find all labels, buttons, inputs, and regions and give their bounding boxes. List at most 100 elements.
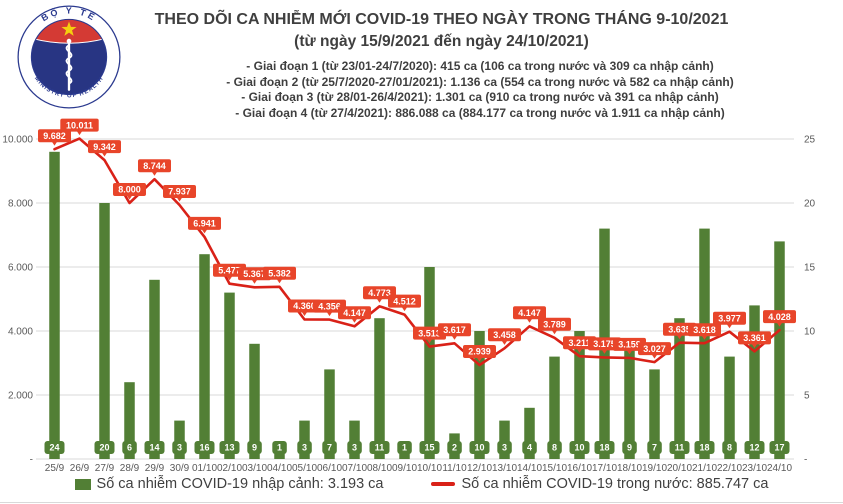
bar-value-label: 9 — [622, 441, 637, 454]
bar — [324, 369, 335, 459]
bar-value-label: 11 — [669, 441, 690, 454]
bar — [524, 407, 535, 459]
x-axis-tick: 22/10 — [717, 463, 742, 474]
bar-value-label: 8 — [722, 441, 737, 454]
bar — [49, 151, 60, 460]
svg-text:2: 2 — [452, 443, 457, 453]
bar-value-label: 12 — [744, 441, 765, 454]
bar-value-label: 3 — [497, 441, 512, 454]
legend-bar-label: Số ca nhiễm COVID-19 nhập cảnh: 3.193 ca — [96, 476, 384, 492]
bar — [349, 420, 360, 459]
phase-4-line: - Giai đoạn 4 (từ 27/4/2021): 886.088 ca… — [235, 105, 725, 120]
x-axis-tick: 19/10 — [642, 463, 667, 474]
line-value-label: 5.367 — [238, 267, 271, 284]
y-axis-right-tick: 25 — [804, 135, 816, 146]
x-axis-tick: 21/10 — [692, 463, 717, 474]
axis-ticks: 10.000 25 8.000 20 6.000 15 4.000 10 2.000 5 - - — [2, 135, 815, 466]
line-value-label: 9.342 — [88, 140, 121, 157]
svg-text:6.941: 6.941 — [193, 219, 216, 229]
legend-line-swatch — [431, 482, 456, 486]
x-axis-tick: 07/10 — [342, 463, 367, 474]
x-axis-tick: 25/9 — [45, 463, 65, 474]
svg-text:3.618: 3.618 — [693, 325, 716, 335]
bar-value-label: 2 — [447, 441, 462, 454]
x-axis-tick: 03/10 — [242, 463, 267, 474]
svg-text:3.159: 3.159 — [618, 340, 641, 350]
svg-text:7: 7 — [327, 443, 332, 453]
svg-text:15: 15 — [424, 443, 434, 453]
bar-value-label: 13 — [219, 441, 240, 454]
bar — [374, 318, 385, 459]
line-value-label: 4.773 — [363, 286, 396, 303]
bar-value-label: 1 — [397, 441, 412, 454]
line-value-label: 3.618 — [688, 323, 721, 340]
bar — [124, 382, 135, 459]
line-value-label: 3.361 — [738, 331, 771, 348]
svg-text:4.360: 4.360 — [293, 301, 316, 311]
svg-text:3.617: 3.617 — [443, 325, 466, 335]
bar — [499, 420, 510, 459]
x-axis-tick: 16/10 — [567, 463, 592, 474]
bar-value-label: 1 — [272, 441, 287, 454]
svg-text:4.512: 4.512 — [393, 296, 416, 306]
svg-text:1: 1 — [402, 443, 407, 453]
svg-text:7.937: 7.937 — [168, 187, 191, 197]
svg-text:3.211: 3.211 — [568, 338, 590, 348]
y-axis-left-tick: 10.000 — [2, 135, 33, 146]
svg-text:9.682: 9.682 — [43, 131, 66, 141]
legend-item-imported: Số ca nhiễm COVID-19 nhập cảnh: 3.193 ca — [74, 476, 384, 492]
x-axis-tick: 23/10 — [742, 463, 767, 474]
phase-summary-block: - Giai đoạn 1 (từ 23/01-24/7/2020): 415 … — [100, 59, 843, 121]
x-axis-tick: 26/9 — [70, 463, 90, 474]
y-axis-right-tick: 5 — [804, 391, 810, 402]
bar-value-label: 18 — [594, 441, 615, 454]
svg-text:18: 18 — [599, 443, 609, 453]
line-value-label: 3.211 — [563, 336, 596, 353]
line-value-label: 3.458 — [488, 328, 521, 345]
line-value-label: 5.382 — [263, 266, 296, 284]
svg-text:3: 3 — [177, 443, 182, 453]
line-value-label: 6.941 — [188, 216, 221, 234]
svg-text:8: 8 — [727, 443, 732, 453]
bar-value-label: 17 — [769, 441, 790, 454]
y-axis-left-tick: 8.000 — [8, 199, 33, 210]
bar-value-label: 10 — [469, 441, 490, 454]
line-value-label: 3.175 — [588, 337, 621, 354]
svg-text:3: 3 — [352, 443, 357, 453]
x-axis-tick: 02/10 — [217, 463, 242, 474]
svg-text:3.977: 3.977 — [718, 313, 741, 323]
line-value-label: 3.513 — [413, 326, 446, 344]
chart-legend: Số ca nhiễm COVID-19 nhập cảnh: 3.193 ca… — [0, 476, 843, 492]
x-axis-labels: 25/9 26/9 27/9 28/9 29/9 30/9 01/10 02/10 03/10 0… — [45, 463, 793, 474]
y-axis-left-tick: - — [30, 455, 33, 466]
bar — [774, 241, 785, 459]
y-axis-left-tick: 6.000 — [8, 263, 33, 274]
y-axis-right-tick: 15 — [804, 263, 816, 274]
x-axis-tick: 08/10 — [367, 463, 392, 474]
bar — [99, 203, 110, 459]
page-subtitle: (từ ngày 15/9/2021 đến ngày 24/10/2021) — [294, 33, 589, 50]
bar — [649, 369, 660, 459]
svg-text:4: 4 — [527, 443, 532, 453]
line-value-label: 2.939 — [463, 345, 496, 362]
y-axis-left-tick: 4.000 — [8, 327, 33, 338]
x-axis-tick: 14/10 — [517, 463, 542, 474]
bar-value-label: 8 — [547, 441, 562, 454]
line-value-label: 3.617 — [438, 323, 471, 340]
svg-text:3.789: 3.789 — [543, 320, 566, 330]
svg-text:5.367: 5.367 — [243, 269, 266, 279]
bar — [224, 292, 235, 459]
line-value-label: 4.147 — [338, 306, 371, 323]
logo-staff-snake-icon — [65, 38, 73, 91]
line-value-label: 4.360 — [288, 299, 321, 316]
legend-bar-swatch — [74, 478, 91, 490]
bar-value-label: 6 — [122, 441, 137, 454]
svg-text:20: 20 — [99, 443, 109, 453]
svg-text:10: 10 — [574, 443, 584, 453]
svg-text:4.356: 4.356 — [318, 301, 341, 311]
svg-text:17: 17 — [774, 443, 784, 453]
svg-text:10.011: 10.011 — [66, 120, 93, 130]
